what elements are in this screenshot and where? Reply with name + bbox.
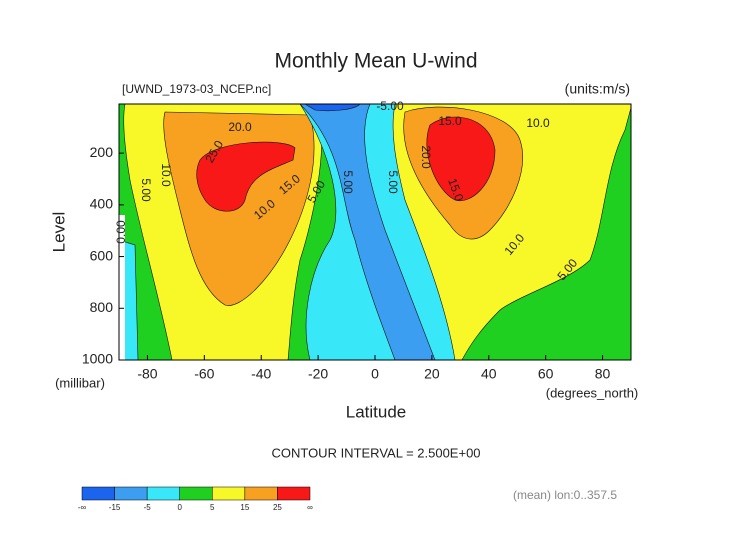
- contour-label: 20.0: [228, 120, 252, 134]
- colorbar-label: -5: [144, 503, 152, 512]
- y-tick-label: 1000: [82, 351, 113, 367]
- contour-label: 0.00: [114, 220, 128, 244]
- colorbar-label: 15: [240, 503, 249, 512]
- contour-fill: [426, 116, 496, 202]
- contour-label: 5.00: [139, 178, 153, 202]
- colorbar-label: -15: [109, 503, 121, 512]
- units: (units:m/s): [565, 81, 630, 97]
- colorbar-box: [81, 486, 115, 501]
- colorbar-label: -∞: [78, 503, 87, 512]
- x-tick-label: -80: [137, 366, 157, 382]
- contour-fills: [119, 104, 631, 360]
- x-tick-label: -60: [194, 366, 214, 382]
- colorbar-label: ∞: [307, 503, 313, 512]
- colorbar-label: 25: [273, 503, 282, 512]
- colorbar-box: [114, 486, 148, 501]
- y-tick-label: 200: [90, 144, 114, 160]
- colorbar-box: [244, 486, 278, 501]
- contour-label: 10.0: [526, 116, 550, 130]
- contour-label: 15.0: [438, 114, 462, 128]
- y-unit: (millibar): [55, 375, 105, 390]
- contour-label: 5.00: [341, 170, 355, 194]
- x-axis-label: Latitude: [346, 402, 407, 421]
- x-tick-label: 20: [424, 366, 440, 382]
- x-tick-label: 60: [538, 366, 554, 382]
- y-tick-label: 800: [90, 299, 114, 315]
- contour-label: -5.00: [376, 99, 404, 113]
- contour-fill: [196, 141, 296, 212]
- note: (mean) lon:0..357.5: [513, 488, 617, 502]
- x-tick-label: -40: [251, 366, 271, 382]
- missing-data: [119, 215, 125, 360]
- contour-label: 5.00: [386, 170, 400, 194]
- x-unit: (degrees_north): [546, 385, 639, 400]
- x-tick-label: 0: [371, 366, 379, 382]
- chart-title: Monthly Mean U-wind: [274, 50, 477, 73]
- colorbar-box: [146, 486, 180, 501]
- colorbar-label: 0: [177, 503, 182, 512]
- contour-label: 10.0: [159, 163, 173, 187]
- colorbar-box: [212, 486, 246, 501]
- contour-fill: [299, 104, 436, 360]
- y-axis-label: Level: [49, 212, 68, 253]
- subtitle: [UWND_1973-03_NCEP.nc]: [122, 82, 271, 96]
- contour-label: 20.0: [419, 145, 433, 169]
- contour-interval: CONTOUR INTERVAL = 2.500E+00: [271, 445, 480, 460]
- x-tick-label: 80: [595, 366, 611, 382]
- y-tick-label: 600: [90, 247, 114, 263]
- colorbar-label: 5: [210, 503, 215, 512]
- y-tick-label: 400: [90, 196, 114, 212]
- colorbar-box: [179, 486, 213, 501]
- x-tick-label: 40: [481, 366, 497, 382]
- colorbar-box: [277, 486, 311, 501]
- x-tick-label: -20: [308, 366, 328, 382]
